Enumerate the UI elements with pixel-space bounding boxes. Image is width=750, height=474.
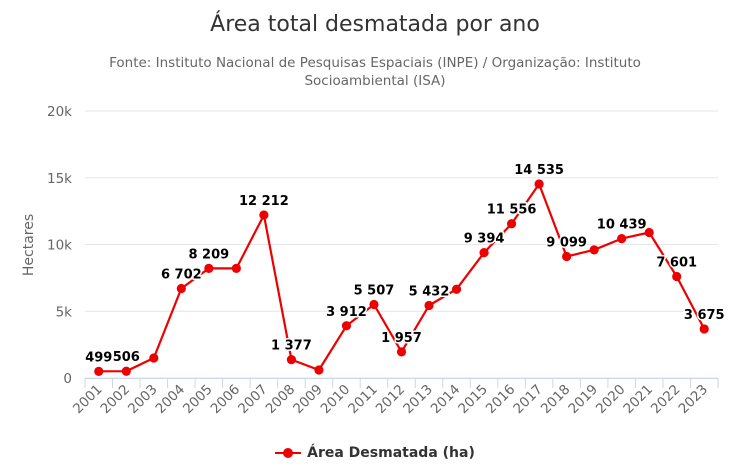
y-tick-label: 5k <box>56 304 73 320</box>
data-label-2011: 5 507 <box>354 283 395 298</box>
data-label-2010: 3 912 <box>326 305 367 320</box>
chart-subtitle: Fonte: Instituto Nacional de Pesquisas E… <box>109 55 641 89</box>
data-label-halo: 10 439 <box>597 218 647 233</box>
data-label-halo: 12 212 <box>239 194 289 209</box>
x-tick-label: 2021 <box>620 382 656 418</box>
data-label-halo: 5 432 <box>409 284 450 299</box>
data-label-2017: 14 535 <box>514 163 564 178</box>
x-tick-label: 2001 <box>70 382 106 418</box>
data-label-2020: 10 439 <box>597 218 647 233</box>
data-label-halo: 14 535 <box>514 163 564 178</box>
x-tick-label: 2020 <box>593 382 629 418</box>
data-label-2016: 11 556 <box>487 203 537 218</box>
data-point-2021[interactable] <box>644 227 654 238</box>
x-tick-label: 2010 <box>318 382 354 418</box>
data-label-2022: 7 601 <box>656 256 697 271</box>
y-tick-label: 0 <box>63 371 72 387</box>
data-label-halo: 8 209 <box>188 247 229 262</box>
data-point-2019[interactable] <box>589 245 599 255</box>
x-tick-label: 2003 <box>125 382 161 418</box>
data-point-2012[interactable] <box>396 347 407 357</box>
data-label-2005: 8 209 <box>188 247 229 262</box>
x-tick-label: 2005 <box>180 382 216 418</box>
x-tick-label: 2007 <box>235 382 271 418</box>
data-label-halo: 3 675 <box>684 308 725 323</box>
x-axis: 2001200220032004200520062007200820092010… <box>70 378 719 418</box>
data-point-2017[interactable] <box>534 179 544 189</box>
data-point-2020[interactable] <box>617 234 627 244</box>
data-label-2004: 6 702 <box>161 268 202 283</box>
data-point-2011[interactable] <box>369 299 379 310</box>
data-point-2022[interactable] <box>672 271 682 282</box>
data-point-2005[interactable] <box>204 263 214 274</box>
data-label-2015: 9 394 <box>464 232 505 247</box>
x-tick-label: 2006 <box>208 382 244 418</box>
legend-dot <box>283 448 294 458</box>
x-tick-label: 2011 <box>345 382 381 418</box>
data-point-2018[interactable] <box>562 251 572 262</box>
data-point-2004[interactable] <box>176 283 186 294</box>
x-tick-label: 2018 <box>538 382 574 418</box>
data-label-halo: 9 099 <box>546 236 587 251</box>
x-tick-label: 2023 <box>675 382 711 418</box>
data-label-2002: 506 <box>113 350 140 365</box>
x-tick-label: 2015 <box>455 382 491 418</box>
data-point-2008[interactable] <box>286 355 297 365</box>
data-label-2007: 12 212 <box>239 194 289 209</box>
x-tick-label: 2016 <box>483 382 519 418</box>
data-label-2023: 3 675 <box>684 308 725 323</box>
x-tick-label: 2019 <box>565 382 601 418</box>
data-point-2014[interactable] <box>451 284 462 294</box>
data-label-halo: 499 <box>85 350 112 365</box>
data-label-halo: 6 702 <box>161 268 202 283</box>
x-tick-label: 2008 <box>263 382 299 418</box>
data-label-2012: 1 957 <box>381 331 422 346</box>
data-point-2003[interactable] <box>149 353 159 363</box>
y-tick-label: 15k <box>47 171 72 187</box>
data-label-2018: 9 099 <box>546 236 587 251</box>
data-point-2009[interactable] <box>314 365 324 375</box>
x-tick-label: 2012 <box>373 382 409 418</box>
x-tick-label: 2004 <box>153 382 189 418</box>
y-axis-label: Hectares <box>21 214 37 276</box>
data-label-2013: 5 432 <box>409 284 450 299</box>
chart-title: Área total desmatada por ano <box>210 12 540 37</box>
x-tick-label: 2013 <box>400 382 436 418</box>
y-axis-tick-labels: 0 5k 10k 15k 20k <box>47 104 72 387</box>
x-tick-label: 2017 <box>510 382 546 418</box>
y-tick-label: 10k <box>47 238 72 254</box>
data-label-2008: 1 377 <box>271 339 312 354</box>
data-label-halo: 5 507 <box>354 283 395 298</box>
x-tick-label: 2002 <box>98 382 134 418</box>
y-tick-label: 20k <box>47 104 72 120</box>
data-label-halo: 506 <box>113 350 140 365</box>
data-label-halo: 1 957 <box>381 331 422 346</box>
data-label-halo: 11 556 <box>487 203 537 218</box>
data-point-2016[interactable] <box>506 219 517 229</box>
data-point-2023[interactable] <box>699 324 709 334</box>
data-label-halo: 9 394 <box>464 232 505 247</box>
data-label-halo: 1 377 <box>271 339 312 354</box>
data-point-2015[interactable] <box>479 247 489 258</box>
legend-item-area-desmatada[interactable]: Área Desmatada (ha) <box>0 445 750 461</box>
x-tick-label: 2022 <box>648 382 684 418</box>
legend-label: Área Desmatada (ha) <box>307 445 475 461</box>
data-point-2007[interactable] <box>259 210 269 220</box>
data-label-halo: 7 601 <box>656 256 697 271</box>
data-point-2002[interactable] <box>121 366 131 376</box>
legend-marker-icon <box>275 447 302 459</box>
data-point-2006[interactable] <box>231 263 241 274</box>
data-point-2013[interactable] <box>424 300 434 311</box>
x-tick-label: 2014 <box>428 382 464 418</box>
data-label-halo: 3 912 <box>326 305 367 320</box>
x-tick-label: 2009 <box>290 382 326 418</box>
data-label-2001: 499 <box>85 350 112 365</box>
data-point-2001[interactable] <box>94 366 104 376</box>
series-area-desmatada[interactable] <box>94 179 709 376</box>
data-point-2010[interactable] <box>341 321 352 331</box>
